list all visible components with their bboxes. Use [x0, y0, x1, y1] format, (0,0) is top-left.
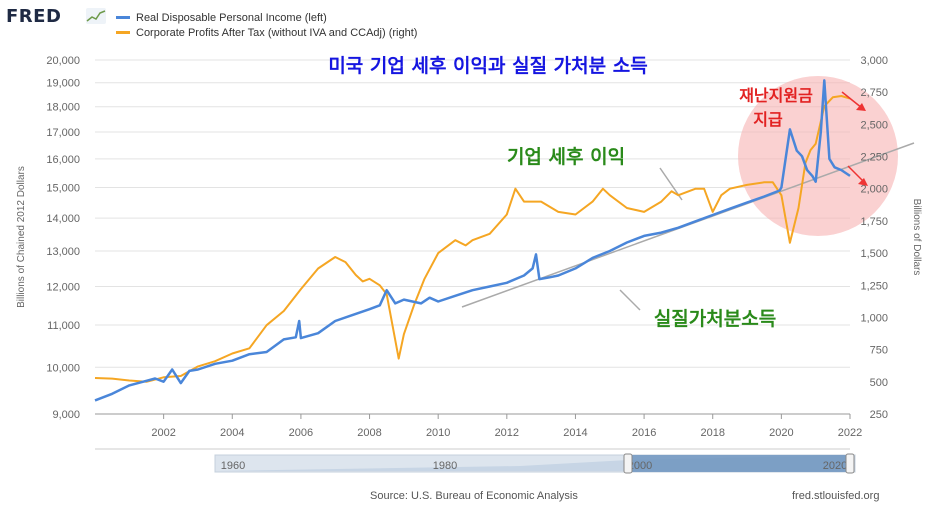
- x-tick-label: 2008: [357, 427, 381, 439]
- x-tick-label: 2020: [769, 427, 793, 439]
- y-tick-label: 9,000: [52, 409, 80, 421]
- x-tick-label: 2022: [838, 427, 862, 439]
- x-tick-label: 2002: [151, 427, 175, 439]
- annotation-label: 기업 세후 이익: [507, 146, 625, 168]
- x-tick-label: 2004: [220, 427, 244, 439]
- y-tick-label: 18,000: [46, 102, 80, 114]
- y-right-tick-label: 500: [870, 377, 888, 389]
- y-right-tick-label: 2,750: [860, 87, 888, 99]
- y-right-tick-label: 3,000: [860, 55, 888, 67]
- fred-logo: FRED: [6, 6, 62, 27]
- annotation-arrow: [847, 165, 865, 183]
- source-note: Source: U.S. Bureau of Economic Analysis: [370, 490, 578, 502]
- x-tick-label: 2012: [495, 427, 519, 439]
- chart-title: 미국 기업 세후 이익과 실질 가처분 소득: [328, 55, 647, 77]
- x-tick-label: 2018: [700, 427, 724, 439]
- x-tick-label: 2010: [426, 427, 450, 439]
- legend-label: Real Disposable Personal Income (left): [136, 11, 327, 24]
- y-right-tick-label: 1,000: [860, 312, 888, 324]
- legend-swatch: [116, 16, 130, 19]
- annotation-label: 재난지원금: [739, 86, 813, 105]
- annotation-label: 실질가처분소득: [654, 308, 776, 330]
- y-tick-label: 15,000: [46, 183, 80, 195]
- x-tick-label: 2014: [563, 427, 587, 439]
- annotation-arrow: [841, 91, 863, 109]
- y-right-axis-title: Billions of Dollars: [911, 199, 922, 276]
- x-tick-label: 2006: [289, 427, 313, 439]
- legend-item-income[interactable]: Real Disposable Personal Income (left): [116, 10, 417, 25]
- legend-label: Corporate Profits After Tax (without IVA…: [136, 26, 418, 39]
- site-link[interactable]: fred.stlouisfed.org: [792, 490, 880, 502]
- y-right-tick-label: 2,000: [860, 184, 888, 196]
- y-tick-label: 13,000: [46, 246, 80, 258]
- y-right-tick-label: 250: [870, 409, 888, 421]
- range-label: 1960: [221, 460, 245, 472]
- range-selection: [628, 455, 850, 472]
- y-tick-label: 19,000: [46, 78, 80, 90]
- range-label: 2020: [823, 460, 847, 472]
- y-axis-title: Billions of Chained 2012 Dollars: [16, 166, 27, 308]
- y-right-tick-label: 1,250: [860, 280, 888, 292]
- legend-swatch: [116, 31, 130, 34]
- arrow-head: [856, 103, 866, 111]
- y-tick-label: 16,000: [46, 154, 80, 166]
- annotation-pointer: [619, 289, 641, 311]
- range-handle-right[interactable]: [845, 453, 855, 474]
- y-right-tick-label: 2,500: [860, 119, 888, 131]
- annotation-label: 지급: [753, 110, 783, 129]
- y-tick-label: 14,000: [46, 213, 80, 225]
- y-right-tick-label: 1,750: [860, 216, 888, 228]
- y-tick-label: 17,000: [46, 127, 80, 139]
- arrow-head: [858, 178, 868, 186]
- legend: Real Disposable Personal Income (left) C…: [116, 10, 417, 40]
- range-label: 1980: [433, 460, 457, 472]
- legend-item-profits[interactable]: Corporate Profits After Tax (without IVA…: [116, 25, 417, 40]
- range-handle-left[interactable]: [623, 453, 633, 474]
- y-tick-label: 12,000: [46, 281, 80, 293]
- series-line-profits: [94, 95, 851, 383]
- range-label: 2000: [628, 460, 652, 472]
- y-tick-label: 10,000: [46, 362, 80, 374]
- x-tick-label: 2016: [632, 427, 656, 439]
- chart-line-icon: [86, 8, 106, 24]
- grid-lines: [95, 59, 850, 415]
- y-tick-label: 11,000: [47, 320, 80, 332]
- series-line-income: [94, 79, 851, 402]
- y-right-tick-label: 2,250: [860, 152, 888, 164]
- y-right-tick-label: 1,500: [860, 248, 888, 260]
- y-tick-label: 20,000: [46, 55, 80, 67]
- y-right-tick-label: 750: [870, 345, 888, 357]
